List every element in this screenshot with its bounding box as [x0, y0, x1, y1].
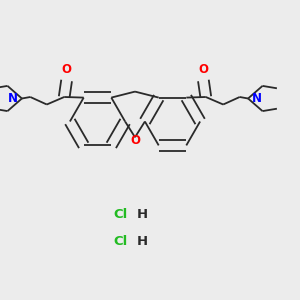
Text: Cl: Cl	[113, 235, 127, 248]
Text: N: N	[252, 92, 262, 105]
Text: N: N	[8, 92, 18, 105]
Text: Cl: Cl	[113, 208, 127, 221]
Text: O: O	[130, 134, 140, 147]
Text: H: H	[137, 208, 148, 221]
Text: H: H	[137, 235, 148, 248]
Text: O: O	[61, 63, 72, 76]
Text: O: O	[198, 63, 208, 76]
